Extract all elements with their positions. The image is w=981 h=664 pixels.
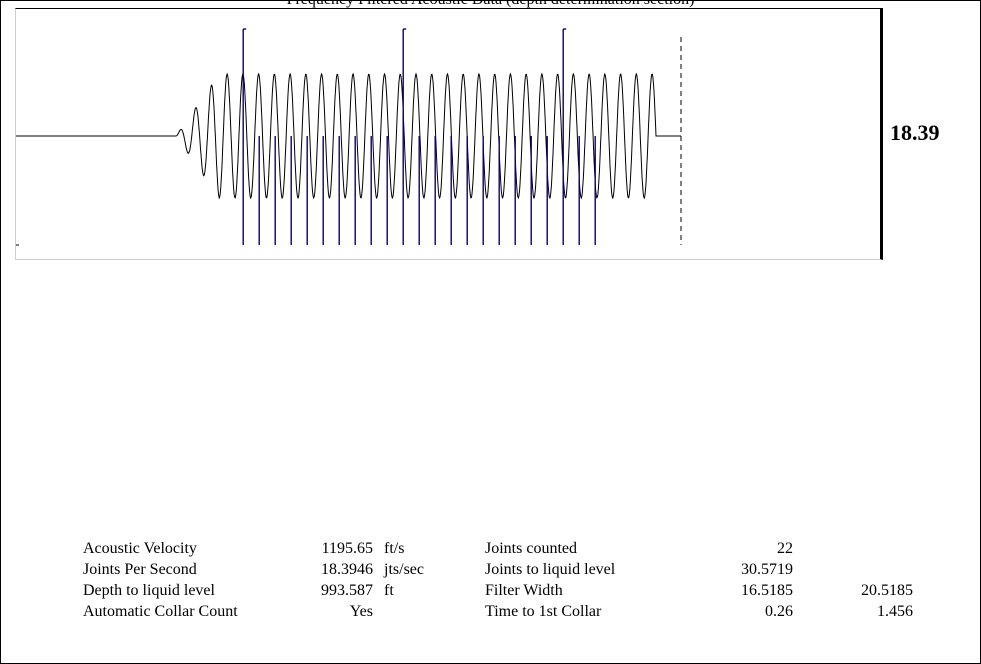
acoustic-chart bbox=[15, 8, 883, 260]
summary-label: Joints counted bbox=[485, 540, 577, 557]
summary-label: Filter Width bbox=[485, 582, 563, 599]
summary-label: Time to 1st Collar bbox=[485, 603, 602, 620]
summary-unit: ft/s bbox=[384, 540, 405, 557]
summary-value: 20.5185 bbox=[861, 582, 913, 599]
summary-label: Acoustic Velocity bbox=[83, 540, 197, 557]
acoustic-chart-svg bbox=[16, 28, 682, 246]
summary-label: Joints Per Second bbox=[83, 561, 197, 578]
summary-value: 0.26 bbox=[765, 603, 793, 620]
chart-caption: Frequency Filtered Acoustic Data (depth … bbox=[0, 0, 981, 9]
joints-per-second-readout: 18.39 bbox=[890, 120, 940, 145]
summary-value: 16.5185 bbox=[741, 582, 793, 599]
summary-value: Yes bbox=[349, 603, 373, 620]
summary-unit: ft bbox=[384, 582, 394, 599]
summary-unit: jts/sec bbox=[384, 561, 424, 578]
summary-value: 30.5719 bbox=[741, 561, 793, 578]
summary-value: 1.456 bbox=[877, 603, 913, 620]
acoustic-signal-line bbox=[16, 72, 681, 200]
summary-label: Joints to liquid level bbox=[485, 561, 616, 578]
summary-value: 993.587 bbox=[321, 582, 373, 599]
summary-label: Depth to liquid level bbox=[83, 582, 215, 599]
summary-label: Automatic Collar Count bbox=[83, 603, 238, 620]
summary-value: 18.3946 bbox=[321, 561, 373, 578]
summary-value: 22 bbox=[777, 540, 793, 557]
summary-value: 1195.65 bbox=[321, 540, 373, 557]
